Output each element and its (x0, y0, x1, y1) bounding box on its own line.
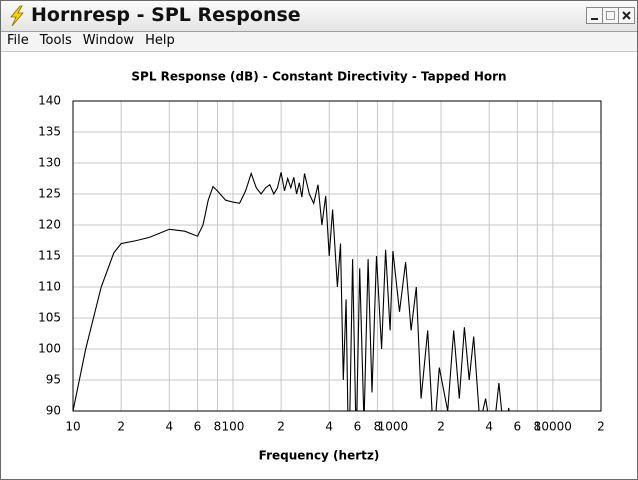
x-tick-label: 8 (374, 420, 382, 434)
menu-bar: File Tools Window Help (1, 32, 637, 52)
x-tick-label: 2 (597, 420, 605, 434)
x-tick-label: 2 (437, 420, 445, 434)
x-tick-label: 6 (194, 420, 202, 434)
window-title: Hornresp - SPL Response (31, 4, 301, 26)
close-button[interactable] (618, 7, 635, 24)
x-tick-label: 8 (534, 420, 542, 434)
y-tick-label: 95 (46, 373, 61, 387)
x-tick-label: 2 (277, 420, 285, 434)
app-icon (10, 5, 24, 27)
y-tick-label: 115 (38, 249, 61, 263)
x-tick-label: 8 (214, 420, 222, 434)
x-tick-label: 1000 (378, 420, 409, 434)
y-tick-label: 110 (38, 280, 61, 294)
minimize-button[interactable] (586, 7, 603, 24)
x-tick-label: 4 (325, 420, 333, 434)
x-tick-label: 2 (117, 420, 125, 434)
x-tick-label: 10000 (534, 420, 572, 434)
menu-item[interactable]: Help (145, 33, 175, 48)
y-tick-label: 140 (38, 94, 61, 108)
menu-item[interactable]: File (7, 33, 29, 48)
menu-item[interactable]: Tools (39, 33, 72, 48)
y-tick-label: 105 (38, 311, 61, 325)
menu-item[interactable]: Window (82, 33, 135, 48)
y-tick-label: 125 (38, 187, 61, 201)
x-tick-label: 100 (221, 420, 244, 434)
x-tick-label: 4 (165, 420, 173, 434)
chart: SPL Response (dB) - Constant Directivity… (38, 70, 605, 463)
y-tick-label: 130 (38, 156, 61, 170)
x-tick-label: 10 (65, 420, 80, 434)
plot-frame (72, 100, 602, 412)
x-axis-title: Frequency (hertz) (259, 449, 380, 463)
title-bar: Hornresp - SPL Response (1, 1, 637, 32)
x-tick-label: 6 (354, 420, 362, 434)
spl-line (73, 171, 510, 411)
chart-title: SPL Response (dB) - Constant Directivity… (131, 70, 506, 84)
y-tick-label: 90 (46, 404, 61, 418)
x-tick-label: 4 (485, 420, 493, 434)
y-tick-label: 135 (38, 125, 61, 139)
y-tick-label: 120 (38, 218, 61, 232)
y-tick-label: 100 (38, 342, 61, 356)
maximize-button[interactable] (602, 7, 619, 24)
x-tick-label: 6 (514, 420, 522, 434)
